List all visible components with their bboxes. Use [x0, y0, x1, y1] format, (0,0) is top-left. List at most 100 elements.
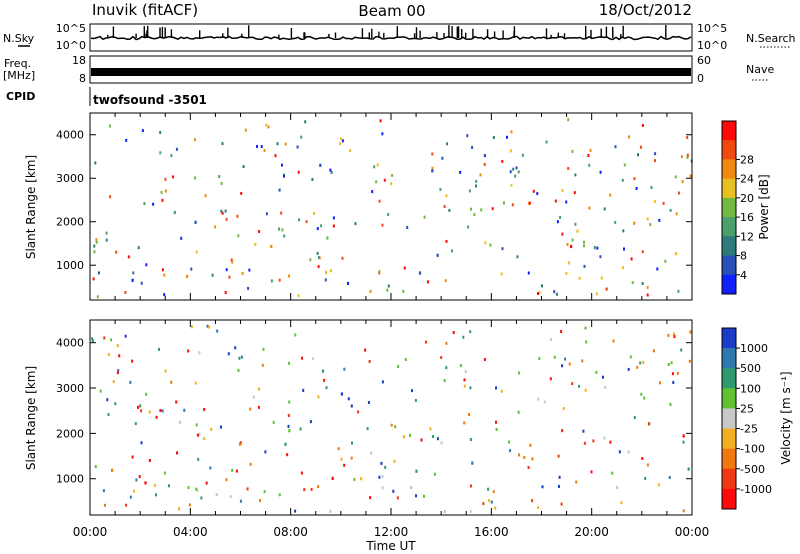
heatmap-cell	[397, 365, 400, 368]
heatmap-cell	[93, 244, 96, 248]
heatmap-cell	[599, 170, 602, 174]
heatmap-cell	[491, 207, 494, 211]
heatmap-cell	[244, 128, 247, 132]
heatmap-cell	[394, 425, 397, 429]
heatmap-cell	[350, 456, 353, 460]
heatmap-cell	[368, 360, 371, 363]
heatmap-cell	[469, 438, 472, 441]
heatmap-cell	[230, 258, 233, 262]
heatmap-cell	[423, 215, 426, 219]
heatmap-cell	[173, 210, 176, 215]
heatmap-cell	[686, 153, 689, 157]
heatmap-cell	[203, 407, 206, 411]
heatmap-cell	[471, 146, 474, 149]
heatmap-cell	[391, 173, 394, 177]
heatmap-cell	[439, 187, 442, 191]
heatmap-cell	[256, 145, 258, 148]
heatmap-cell	[176, 451, 178, 455]
heatmap-cell	[265, 123, 268, 127]
heatmap-cell	[463, 421, 466, 425]
heatmap-cell	[144, 481, 147, 485]
heatmap-cell	[108, 124, 111, 128]
heatmap-cell	[288, 361, 291, 365]
y-tick-label: 1000	[56, 259, 84, 272]
heatmap-cell	[537, 397, 540, 401]
heatmap-cell	[168, 484, 170, 488]
heatmap-cell	[378, 270, 381, 274]
heatmap-cell	[341, 139, 344, 143]
heatmap-cell	[599, 255, 602, 259]
y-tick-label: 4000	[56, 337, 84, 350]
heatmap-cell	[329, 269, 332, 273]
heatmap-cell	[511, 203, 514, 207]
heatmap-cell	[278, 493, 281, 497]
colorbar-swatch	[722, 255, 736, 276]
heatmap-cell	[669, 402, 672, 406]
heatmap-cell	[194, 381, 197, 385]
heatmap-cell	[415, 469, 418, 473]
heatmap-cell	[508, 440, 511, 444]
heatmap-cell	[224, 291, 227, 294]
colorbar-swatch	[722, 408, 736, 429]
heatmap-cell	[381, 380, 384, 384]
heatmap-cell	[501, 247, 504, 251]
heatmap-cell	[615, 485, 619, 489]
heatmap-cell	[464, 370, 467, 374]
heatmap-cell	[148, 459, 151, 462]
heatmap-cell	[390, 423, 393, 427]
heatmap-cell	[349, 149, 352, 153]
heatmap-cell	[163, 273, 166, 277]
heatmap-cell	[649, 223, 652, 227]
heatmap-cell	[378, 199, 381, 203]
heatmap-cell	[621, 178, 624, 182]
heatmap-cell	[568, 362, 571, 366]
heatmap-cell	[404, 358, 407, 361]
power-panel-frame	[89, 112, 693, 301]
colorbar-swatch	[722, 428, 736, 450]
heatmap-cell	[220, 181, 223, 185]
heatmap-cell	[143, 202, 146, 206]
heatmap-cell	[561, 188, 564, 192]
heatmap-cell	[549, 337, 552, 341]
heatmap-cell	[140, 281, 143, 285]
heatmap-cell	[659, 381, 662, 385]
heatmap-cell	[515, 166, 518, 170]
heatmap-cell	[680, 155, 683, 159]
heatmap-cell	[198, 351, 201, 355]
heatmap-cell	[131, 359, 134, 363]
heatmap-cell	[112, 380, 115, 384]
heatmap-cell	[140, 409, 142, 413]
heatmap-cell	[325, 270, 328, 275]
heatmap-cell	[164, 369, 167, 373]
y-tick-label: 2000	[56, 216, 84, 229]
heatmap-cell	[194, 138, 196, 142]
heatmap-cell	[125, 503, 128, 507]
heatmap-cell	[641, 250, 644, 254]
freq-label: Freq.	[4, 57, 31, 70]
heatmap-cell	[294, 333, 297, 337]
heatmap-cell	[687, 467, 690, 471]
heatmap-cell	[283, 234, 286, 238]
heatmap-cell	[652, 349, 655, 353]
heatmap-cell	[238, 442, 242, 446]
heatmap-cell	[590, 470, 593, 474]
heatmap-cell	[469, 386, 472, 390]
heatmap-cell	[630, 257, 633, 261]
heatmap-cell	[188, 503, 191, 507]
heatmap-cell	[425, 340, 427, 344]
heatmap-cell	[103, 336, 106, 340]
heatmap-cell	[677, 191, 680, 195]
heatmap-cell	[371, 190, 374, 194]
heatmap-cell	[410, 485, 413, 490]
heatmap-cell	[129, 380, 132, 384]
heatmap-cell	[246, 487, 249, 491]
heatmap-cell	[260, 145, 263, 149]
heatmap-cell	[523, 455, 526, 459]
heatmap-cell	[366, 427, 369, 431]
heatmap-cell	[105, 231, 108, 235]
heatmap-cell	[297, 294, 300, 298]
heatmap-cell	[161, 268, 164, 272]
heatmap-cell	[585, 340, 588, 344]
heatmap-cell	[170, 154, 173, 158]
heatmap-cell	[581, 359, 584, 363]
